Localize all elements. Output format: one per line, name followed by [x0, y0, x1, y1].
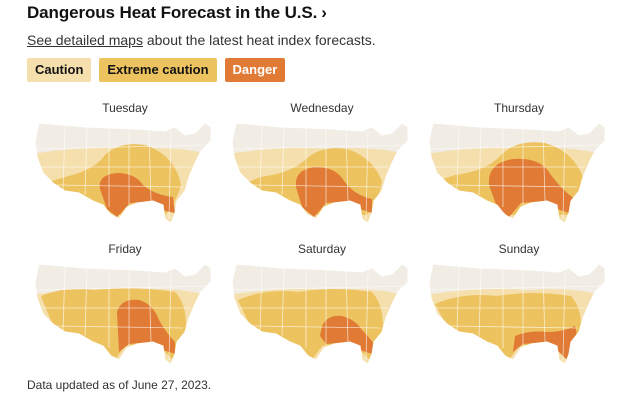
danger-zone	[488, 158, 575, 217]
heat-map-friday	[34, 263, 212, 365]
detailed-maps-link[interactable]: See detailed maps	[27, 32, 143, 48]
state-border	[54, 184, 184, 188]
legend-caution: Caution	[27, 58, 92, 82]
danger-zone	[295, 167, 372, 217]
state-border	[456, 124, 460, 192]
state-border	[281, 126, 285, 196]
state-border	[345, 271, 349, 343]
danger-zone	[99, 173, 175, 217]
state-border	[281, 267, 285, 337]
legend: Caution Extreme caution Danger	[27, 58, 286, 82]
heat-map-sunday	[428, 263, 606, 365]
state-border	[429, 285, 605, 291]
state-border	[448, 325, 578, 329]
page-title[interactable]: Dangerous Heat Forecast in the U.S. ›	[27, 3, 327, 23]
state-border	[54, 325, 184, 329]
state-border	[148, 271, 152, 343]
state-border	[448, 184, 578, 188]
heat-map-wednesday	[231, 122, 409, 224]
day-label-sunday: Sunday	[498, 242, 540, 256]
day-label-saturday: Saturday	[297, 242, 347, 256]
danger-zone	[117, 299, 175, 354]
legend-extreme-caution: Extreme caution	[99, 58, 217, 82]
state-border	[232, 285, 408, 291]
us-outline	[428, 122, 606, 224]
state-border	[456, 265, 460, 333]
day-label-friday: Friday	[108, 242, 142, 256]
state-border	[542, 130, 546, 202]
state-border	[62, 124, 66, 192]
day-label-tuesday: Tuesday	[102, 101, 148, 115]
state-border	[478, 126, 482, 196]
state-border	[35, 144, 211, 150]
us-outline	[34, 263, 212, 365]
day-label-thursday: Thursday	[493, 101, 545, 115]
danger-zone	[320, 315, 374, 354]
state-border	[35, 285, 211, 291]
state-border	[84, 267, 88, 337]
us-outline	[428, 263, 606, 365]
page-title-text[interactable]: Dangerous Heat Forecast in the U.S.	[27, 3, 318, 22]
us-outline	[34, 122, 212, 224]
state-border	[62, 265, 66, 333]
state-border	[542, 271, 546, 343]
us-outline	[231, 263, 409, 365]
subtitle: See detailed maps about the latest heat …	[27, 32, 376, 48]
heat-map-thursday	[428, 122, 606, 224]
state-border	[345, 130, 349, 202]
state-border	[84, 126, 88, 196]
subtitle-text: about the latest heat index forecasts.	[142, 32, 376, 48]
state-border	[259, 265, 263, 333]
state-border	[478, 267, 482, 337]
state-border	[251, 325, 381, 329]
state-border	[259, 124, 263, 192]
state-border	[232, 144, 408, 150]
day-label-wednesday: Wednesday	[290, 101, 354, 115]
state-border	[251, 184, 381, 188]
data-updated-note: Data updated as of June 27, 2023.	[27, 378, 212, 392]
heat-map-saturday	[231, 263, 409, 365]
us-outline	[231, 122, 409, 224]
state-border	[429, 144, 605, 150]
heat-map-tuesday	[34, 122, 212, 224]
legend-danger: Danger	[224, 58, 286, 82]
danger-zone	[513, 326, 577, 360]
state-border	[148, 130, 152, 202]
chevron-right-icon[interactable]: ›	[321, 3, 327, 22]
